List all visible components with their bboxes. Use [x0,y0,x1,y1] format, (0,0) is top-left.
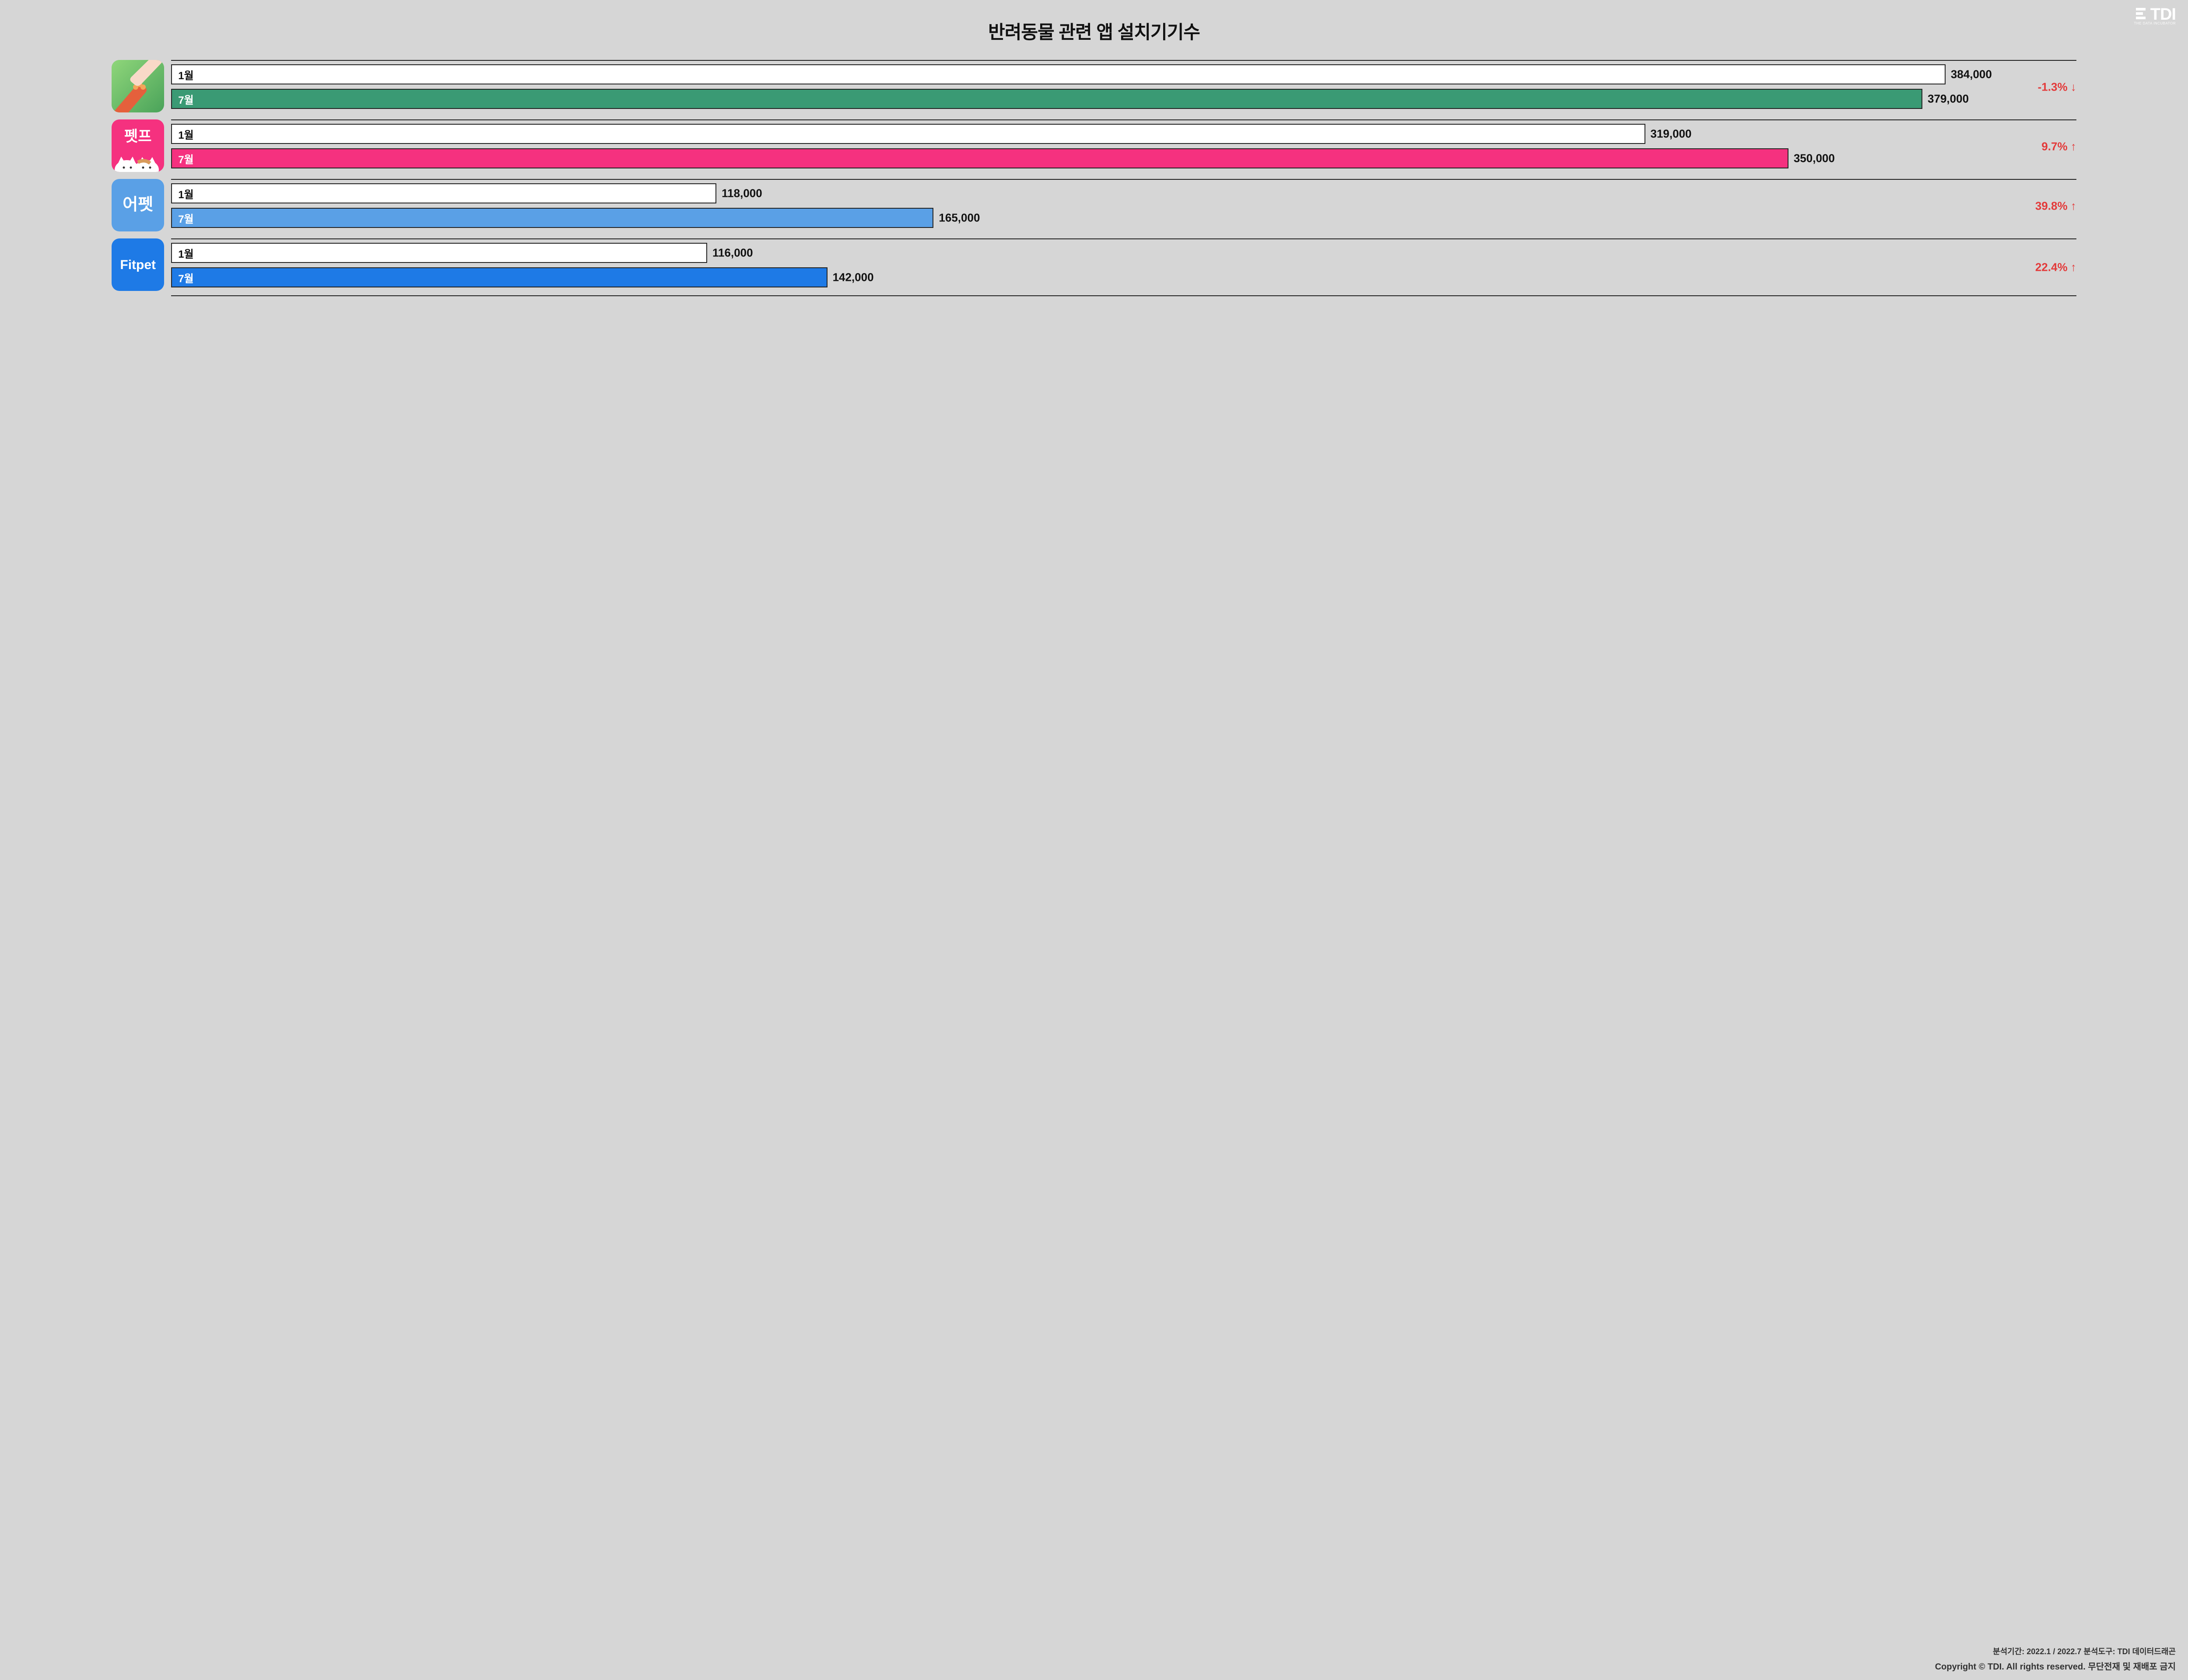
bars-area: 1월 319,000 7월 350,000 9.7% ↑ [171,119,2076,173]
bar-month7-value: 350,000 [1794,152,1835,165]
bar-month7: 7월350,000 [171,148,1788,168]
logo-subtext: THE DATA INCUBATOR [2134,22,2176,25]
bar-month7-label: 7월 [178,151,193,166]
app-icon: 어펫 [112,179,164,231]
bar-month7-value: 142,000 [833,271,874,284]
bar-month1: 1월116,000 [171,243,707,263]
chart-row: 펫프 1월 319,000 7월 350,000 9.7% ↑ [112,119,2076,173]
app-icon-label: 어펫 [123,196,153,214]
bar-chart: 1월 384,000 7월 379,000 -1.3% ↓ 펫프 [112,60,2076,296]
logo-text: TDI [2150,6,2176,23]
hands-icon [112,60,164,112]
bar-month7-label: 7월 [178,210,193,226]
bar-month1-value: 116,000 [712,246,753,260]
app-icon: 펫프 [112,119,164,172]
footer: 분석기간: 2022.1 / 2022.7 분석도구: TDI 데이터드래곤 C… [1935,1645,2176,1672]
bar-month7-value: 165,000 [939,211,980,225]
logo-bars-icon [2136,8,2146,21]
bar-month1: 1월319,000 [171,124,1645,144]
chart-row: Fitpet 1월 116,000 7월 142,000 22.4% ↑ [112,238,2076,296]
chart-title: 반려동물 관련 앱 설치기기수 [26,18,2162,44]
bar-month1: 1월384,000 [171,64,1946,84]
bar-month1-wrap: 1월 384,000 [171,64,2020,84]
chart-row: 어펫 1월 118,000 7월 165,000 39.8% ↑ [112,179,2076,232]
bar-month1-label: 1월 [178,186,193,201]
bar-month1-label: 1월 [178,67,193,82]
page: TDI THE DATA INCUBATOR 반려동물 관련 앱 설치기기수 1… [0,0,2188,1680]
bars-area: 1월 116,000 7월 142,000 22.4% ↑ [171,238,2076,296]
app-icon: Fitpet [112,238,164,291]
bar-month7: 7월379,000 [171,89,1922,109]
bar-month7-wrap: 7월 165,000 [171,208,2020,228]
change-percent: 39.8% ↑ [2035,200,2076,213]
footer-copyright: Copyright © TDI. All rights reserved. 무단… [1935,1659,2176,1672]
brand-logo: TDI THE DATA INCUBATOR [2134,6,2176,25]
bar-month7-wrap: 7월 379,000 [171,89,2020,109]
cats-icon [112,154,164,172]
bar-month7: 7월142,000 [171,267,827,287]
chart-row: 1월 384,000 7월 379,000 -1.3% ↓ [112,60,2076,113]
app-icon-label: Fitpet [120,258,156,272]
bar-month1-label: 1월 [178,126,193,142]
bars-area: 1월 384,000 7월 379,000 -1.3% ↓ [171,60,2076,113]
bar-month7-wrap: 7월 350,000 [171,148,2020,168]
bar-month1-wrap: 1월 118,000 [171,183,2020,203]
bar-month1-label: 1월 [178,245,193,261]
bars-area: 1월 118,000 7월 165,000 39.8% ↑ [171,179,2076,232]
change-percent: 9.7% ↑ [2041,140,2076,154]
bar-month1-wrap: 1월 116,000 [171,243,2020,263]
app-icon-label: 펫프 [124,129,152,145]
footer-analysis-info: 분석기간: 2022.1 / 2022.7 분석도구: TDI 데이터드래곤 [1935,1645,2176,1657]
bar-month7-wrap: 7월 142,000 [171,267,2020,287]
bar-month1-value: 118,000 [722,187,762,200]
bar-month7: 7월165,000 [171,208,933,228]
app-icon [112,60,164,112]
bar-month1-value: 384,000 [1951,68,1992,81]
change-percent: 22.4% ↑ [2035,261,2076,274]
change-percent: -1.3% ↓ [2038,80,2076,94]
bar-month1-value: 319,000 [1651,127,1692,141]
bar-month1: 1월118,000 [171,183,716,203]
bar-month1-wrap: 1월 319,000 [171,124,2020,144]
bar-month7-label: 7월 [178,270,193,285]
bar-month7-value: 379,000 [1928,92,1969,106]
bar-month7-label: 7월 [178,91,193,107]
